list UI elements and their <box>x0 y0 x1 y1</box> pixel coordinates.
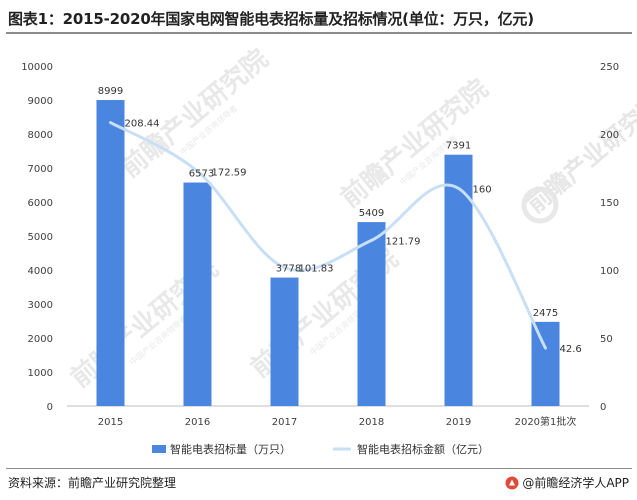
y-right-tick-label: 100 <box>600 266 619 277</box>
line-value-label: 42.6 <box>560 344 582 355</box>
x-axis-ticks: 2015 2016 2017 2018 2019 2020第1批次 <box>98 415 577 428</box>
brand-logo-icon <box>505 476 519 489</box>
bar-value-label: 2475 <box>533 308 558 319</box>
y-left-tick-label: 1000 <box>28 368 53 379</box>
source-note: 资料来源：前瞻产业研究院整理 <box>8 476 177 490</box>
series-line <box>109 121 547 350</box>
line-value-labels: 208.44 172.59 101.83 121.79 160 42.6 <box>125 119 582 356</box>
y-right-tick-label: 50 <box>600 334 613 345</box>
bar <box>444 154 473 406</box>
line-value-label: 172.59 <box>212 167 247 178</box>
y-left-tick-label: 8000 <box>28 130 53 141</box>
footer-divider <box>6 468 632 469</box>
bar-value-label: 7391 <box>446 141 471 152</box>
line-value-label: 160 <box>473 184 492 195</box>
watermark: 前瞻产业研究院 <box>522 89 637 218</box>
y-left-tick-label: 10000 <box>21 62 53 73</box>
y-left-tick-label: 5000 <box>28 232 53 243</box>
watermark-text: 前瞻产业研究院 <box>522 89 637 218</box>
y-left-tick-label: 3000 <box>28 300 53 311</box>
bar <box>357 222 386 406</box>
bar-series <box>96 100 560 406</box>
bar-value-labels: 8999 6573 3778 5409 7391 2475 <box>98 86 558 319</box>
bar-value-label: 5409 <box>359 208 384 219</box>
x-tick-label: 2017 <box>272 417 297 428</box>
right-axis-ticks: 0 50 100 150 200 250 <box>600 62 619 413</box>
brand-text: @前瞻经济学人APP <box>522 476 629 490</box>
x-tick-label: 2016 <box>185 417 210 428</box>
y-left-tick-label: 2000 <box>28 334 53 345</box>
y-right-tick-label: 150 <box>600 198 619 209</box>
line-value-label: 208.44 <box>125 119 160 130</box>
legend-line-label: 智能电表招标金额（亿元） <box>357 442 489 456</box>
y-left-tick-label: 0 <box>47 402 53 413</box>
bar <box>270 277 299 406</box>
bar-value-label: 6573 <box>189 169 214 180</box>
watermark-logo <box>521 186 559 224</box>
y-left-tick-label: 4000 <box>28 266 53 277</box>
y-right-tick-label: 250 <box>600 62 619 73</box>
watermark-text: 前瞻产业研究院 <box>115 43 274 184</box>
y-left-tick-label: 7000 <box>28 164 53 175</box>
legend: 智能电表招标量（万只） 智能电表招标金额（亿元） <box>152 442 489 456</box>
x-tick-label: 2019 <box>446 417 471 428</box>
bar-value-label: 8999 <box>98 86 123 97</box>
legend-bar-label: 智能电表招标量（万只） <box>170 442 291 456</box>
y-right-tick-label: 200 <box>600 130 619 141</box>
bar <box>531 321 560 406</box>
legend-bar-swatch <box>152 445 166 453</box>
bar <box>183 182 212 406</box>
bar <box>96 100 125 406</box>
y-left-tick-label: 9000 <box>28 96 53 107</box>
x-tick-label: 2018 <box>359 417 384 428</box>
line-series <box>109 121 547 350</box>
brand-credit: @前瞻经济学人APP <box>505 474 629 491</box>
x-tick-label: 2015 <box>98 417 123 428</box>
y-left-tick-label: 6000 <box>28 198 53 209</box>
x-tick-label: 2020第1批次 <box>515 415 577 428</box>
title-divider <box>6 32 632 34</box>
line-value-label: 101.83 <box>299 264 334 275</box>
chart-title: 图表1：2015-2020年国家电网智能电表招标量及招标情况(单位：万只，亿元) <box>8 10 534 28</box>
watermark-logo-icon <box>521 186 559 224</box>
y-right-tick-label: 0 <box>600 402 606 413</box>
bar-value-label: 3778 <box>276 264 301 275</box>
left-axis-ticks: 0 1000 2000 3000 4000 5000 6000 7000 8000 9000 100… <box>21 62 53 413</box>
line-value-label: 121.79 <box>386 236 421 247</box>
